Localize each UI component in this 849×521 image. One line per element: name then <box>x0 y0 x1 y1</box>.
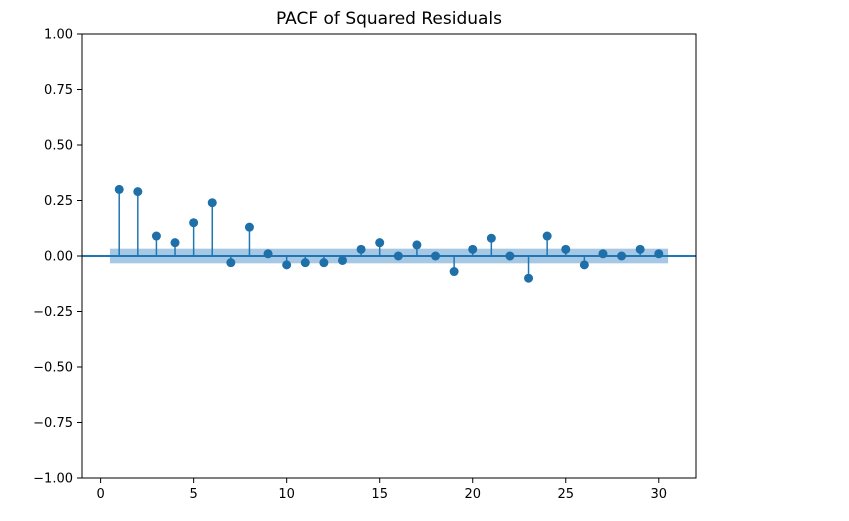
x-tick-label: 10 <box>278 487 295 502</box>
y-tick-label: 0.25 <box>44 194 73 209</box>
y-tick-label: 0.50 <box>44 139 73 154</box>
marker-lag-8 <box>244 222 254 232</box>
marker-lag-4 <box>170 238 180 248</box>
marker-lag-16 <box>393 251 403 261</box>
marker-lag-30 <box>654 249 664 259</box>
y-tick-label: −0.50 <box>33 361 73 376</box>
chart-title: PACF of Squared Residuals <box>276 9 502 29</box>
y-tick-label: 1.00 <box>44 28 73 43</box>
marker-lag-6 <box>207 198 217 208</box>
marker-lag-3 <box>151 231 161 241</box>
marker-lag-14 <box>356 244 366 254</box>
x-tick-label: 5 <box>189 487 197 502</box>
marker-lag-25 <box>561 244 571 254</box>
marker-lag-21 <box>486 233 496 243</box>
marker-lag-12 <box>319 258 329 268</box>
y-tick-label: −0.25 <box>33 305 73 320</box>
x-axis: 0 5 10 15 20 25 30 <box>96 478 667 502</box>
marker-lag-26 <box>579 260 589 270</box>
marker-lag-18 <box>431 251 441 261</box>
marker-lag-2 <box>133 187 143 197</box>
x-tick-label: 20 <box>464 487 481 502</box>
x-tick-label: 0 <box>96 487 104 502</box>
y-tick-label: −0.75 <box>33 416 73 431</box>
marker-lag-10 <box>282 260 292 270</box>
stems-group <box>118 189 660 279</box>
plot-area <box>81 33 697 479</box>
marker-lag-1 <box>114 184 124 194</box>
y-axis: 1.00 0.75 0.50 0.25 0.00 −0.25 −0.50 −0.75 −1.00 <box>33 28 82 487</box>
marker-lag-9 <box>263 249 273 259</box>
marker-lag-19 <box>449 267 459 277</box>
marker-lag-7 <box>226 258 236 268</box>
x-tick-label: 25 <box>557 487 574 502</box>
y-tick-label: −1.00 <box>33 472 73 487</box>
marker-lag-28 <box>617 251 627 261</box>
markers-group <box>114 184 664 283</box>
marker-lag-5 <box>189 218 199 228</box>
marker-lag-24 <box>542 231 552 241</box>
marker-lag-23 <box>524 273 534 283</box>
marker-lag-29 <box>635 244 645 254</box>
marker-lag-13 <box>337 255 347 265</box>
marker-lag-27 <box>598 249 608 259</box>
y-tick-label: 0.00 <box>44 250 73 265</box>
x-tick-label: 15 <box>371 487 388 502</box>
x-tick-label: 30 <box>651 487 668 502</box>
marker-lag-22 <box>505 251 515 261</box>
marker-lag-11 <box>300 258 310 268</box>
y-tick-label: 0.75 <box>44 83 73 98</box>
marker-lag-17 <box>412 240 422 250</box>
marker-lag-20 <box>468 244 478 254</box>
marker-lag-15 <box>375 238 385 248</box>
